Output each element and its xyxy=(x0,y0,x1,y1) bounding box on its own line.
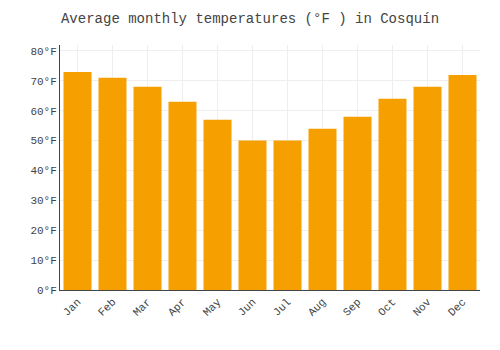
svg-text:Aug: Aug xyxy=(306,296,328,318)
svg-text:0°F: 0°F xyxy=(37,285,57,297)
svg-text:Nov: Nov xyxy=(411,296,434,319)
svg-text:40°F: 40°F xyxy=(30,165,56,177)
svg-text:Jun: Jun xyxy=(236,296,258,318)
svg-text:70°F: 70°F xyxy=(30,76,56,88)
svg-text:80°F: 80°F xyxy=(30,46,56,58)
svg-text:Sep: Sep xyxy=(341,296,363,318)
svg-text:Dec: Dec xyxy=(446,296,468,318)
svg-text:20°F: 20°F xyxy=(30,225,56,237)
svg-text:50°F: 50°F xyxy=(30,135,56,147)
svg-text:Jan: Jan xyxy=(61,296,83,318)
svg-text:30°F: 30°F xyxy=(30,195,56,207)
svg-text:Average monthly temperatures (: Average monthly temperatures (°F ) in Co… xyxy=(61,11,439,27)
svg-text:10°F: 10°F xyxy=(30,255,56,267)
svg-text:Apr: Apr xyxy=(166,296,188,318)
svg-text:Oct: Oct xyxy=(376,296,398,318)
svg-text:Jul: Jul xyxy=(271,296,293,318)
svg-text:May: May xyxy=(201,296,224,319)
svg-text:Feb: Feb xyxy=(96,296,118,318)
svg-text:60°F: 60°F xyxy=(30,106,56,118)
svg-text:Mar: Mar xyxy=(131,296,153,318)
